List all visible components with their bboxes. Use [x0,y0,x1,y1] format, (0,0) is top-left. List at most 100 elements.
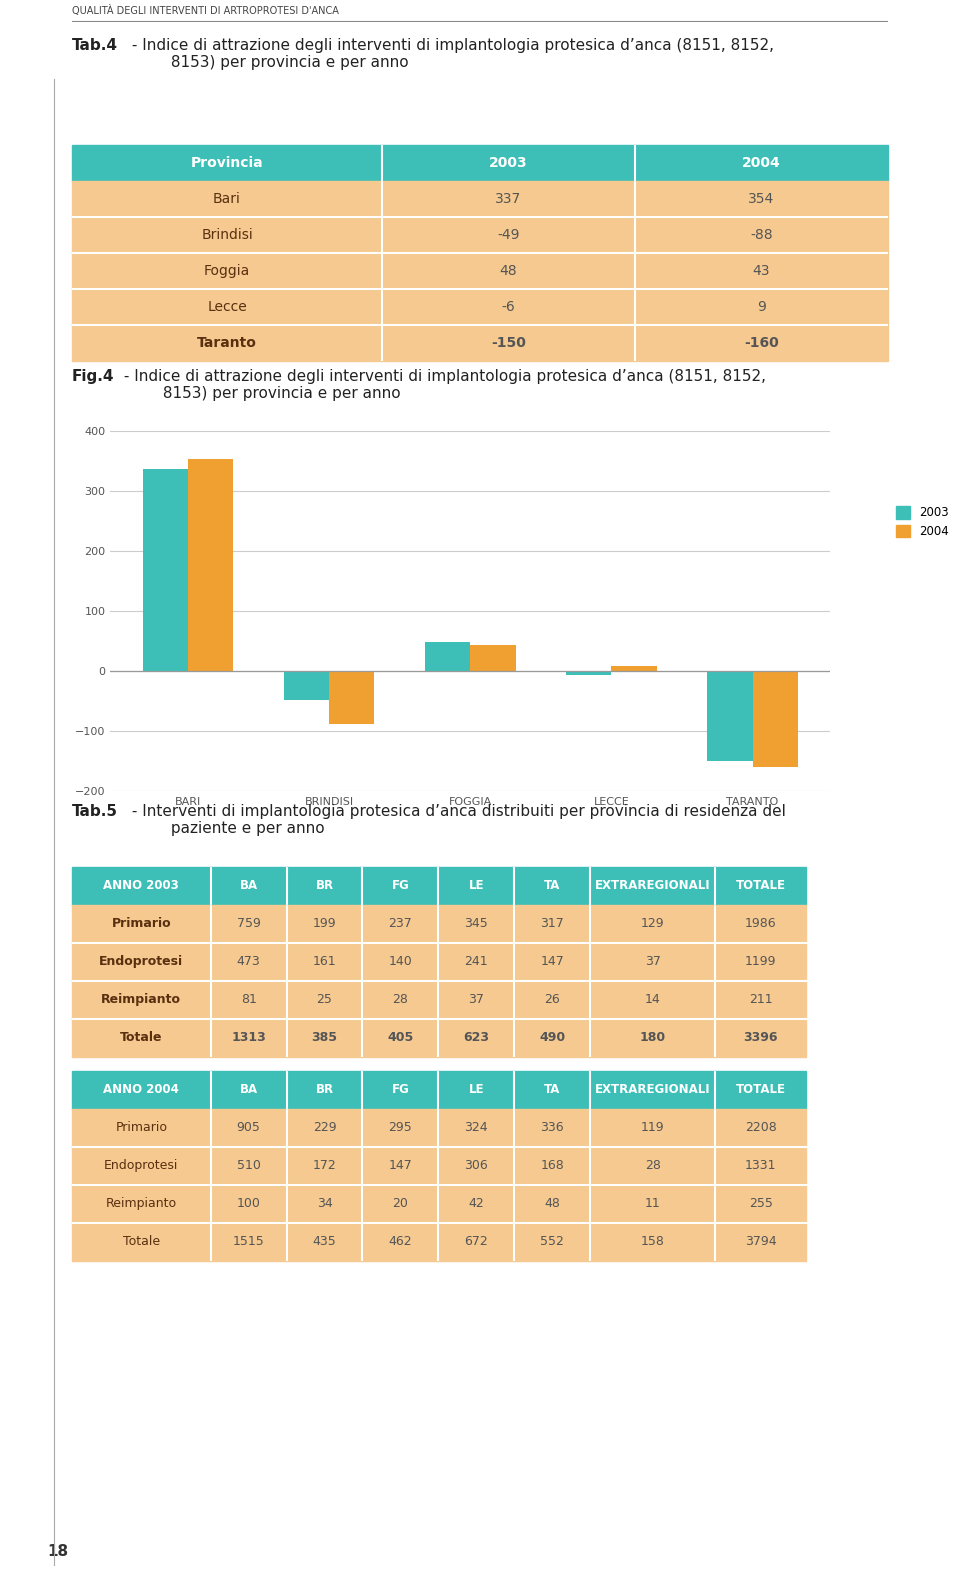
Bar [72,1109,211,1147]
Text: -150: -150 [492,335,526,350]
Bar [287,1109,363,1147]
Bar [590,1071,715,1109]
Bar [287,1223,363,1261]
Bar [590,1223,715,1261]
Bar [382,253,636,290]
Text: 147: 147 [540,956,564,968]
Bar [590,1019,715,1057]
Bar [439,1223,515,1261]
Text: TOTALE: TOTALE [735,880,785,892]
Text: 3794: 3794 [745,1236,777,1248]
Text: 3396: 3396 [743,1031,778,1044]
Bar [363,943,439,981]
Bar [708,671,753,761]
Text: 229: 229 [313,1122,336,1134]
Bar [287,1185,363,1223]
Bar [72,180,382,217]
Bar [439,1071,515,1109]
Bar [287,943,363,981]
Text: 385: 385 [312,1031,338,1044]
Bar [211,867,287,905]
Bar [715,1223,806,1261]
Text: EXTRAREGIONALI: EXTRAREGIONALI [595,880,710,892]
Text: 241: 241 [465,956,488,968]
Text: QUALITÀ DEGLI INTERVENTI DI ARTROPROTESI D'ANCA: QUALITÀ DEGLI INTERVENTI DI ARTROPROTESI… [72,5,339,16]
Text: LE: LE [468,1084,484,1096]
Bar [382,217,636,253]
Text: - Interventi di implantologia protesica d’anca distribuiti per provincia di resi: - Interventi di implantologia protesica … [128,804,786,837]
Text: TOTALE: TOTALE [735,1084,785,1096]
Text: 140: 140 [389,956,412,968]
Text: 1515: 1515 [232,1236,265,1248]
Text: 172: 172 [313,1160,336,1172]
Bar [439,1147,515,1185]
Text: 255: 255 [749,1198,773,1210]
Bar [715,1071,806,1109]
Bar [363,1223,439,1261]
Text: 1331: 1331 [745,1160,777,1172]
Text: -6: -6 [502,301,516,313]
Text: 18: 18 [47,1544,68,1560]
Bar [515,1185,590,1223]
Text: Tab.4: Tab.4 [72,38,118,54]
Text: 2004: 2004 [742,157,780,169]
Bar [211,1223,287,1261]
Text: 42: 42 [468,1198,484,1210]
Text: Fig.4: Fig.4 [72,369,114,384]
Text: TA: TA [544,880,561,892]
Text: Primario: Primario [115,1122,167,1134]
Bar [715,1147,806,1185]
Text: 129: 129 [640,918,664,930]
Bar [439,1109,515,1147]
Bar [590,867,715,905]
Text: LE: LE [468,880,484,892]
Bar [211,981,287,1019]
Bar [363,1185,439,1223]
Bar [439,867,515,905]
Bar [439,905,515,943]
Text: ANNO 2003: ANNO 2003 [104,880,180,892]
Bar [72,1185,211,1223]
Bar [439,943,515,981]
Bar [363,981,439,1019]
Text: Tab.5: Tab.5 [72,804,118,819]
Text: Totale: Totale [120,1031,162,1044]
Bar [715,867,806,905]
Text: 1199: 1199 [745,956,777,968]
Bar [439,1019,515,1057]
Text: Reimpianto: Reimpianto [106,1198,177,1210]
Text: 11: 11 [645,1198,660,1210]
Bar [636,180,888,217]
Bar [636,324,888,361]
Text: 168: 168 [540,1160,564,1172]
Text: -160: -160 [744,335,779,350]
Text: 28: 28 [393,993,408,1006]
Bar [753,671,798,767]
Bar [72,905,211,943]
Bar [211,1185,287,1223]
Bar [515,981,590,1019]
Text: Foggia: Foggia [204,264,251,278]
Text: 147: 147 [389,1160,412,1172]
Bar [72,867,211,905]
Text: Provincia: Provincia [191,157,263,169]
Text: 37: 37 [645,956,660,968]
Bar [363,1109,439,1147]
Bar [515,1019,590,1057]
Text: 180: 180 [639,1031,665,1044]
Text: 161: 161 [313,956,336,968]
Text: 354: 354 [749,191,775,206]
Bar [72,981,211,1019]
Bar [211,943,287,981]
Text: BA: BA [240,1084,257,1096]
Bar [72,1223,211,1261]
Bar [329,671,374,725]
Text: EXTRAREGIONALI: EXTRAREGIONALI [595,1084,710,1096]
Text: 345: 345 [465,918,489,930]
Text: 672: 672 [465,1236,489,1248]
Bar [211,1147,287,1185]
Text: 435: 435 [313,1236,336,1248]
Bar [382,180,636,217]
Bar [636,290,888,324]
Text: -88: -88 [750,228,773,242]
